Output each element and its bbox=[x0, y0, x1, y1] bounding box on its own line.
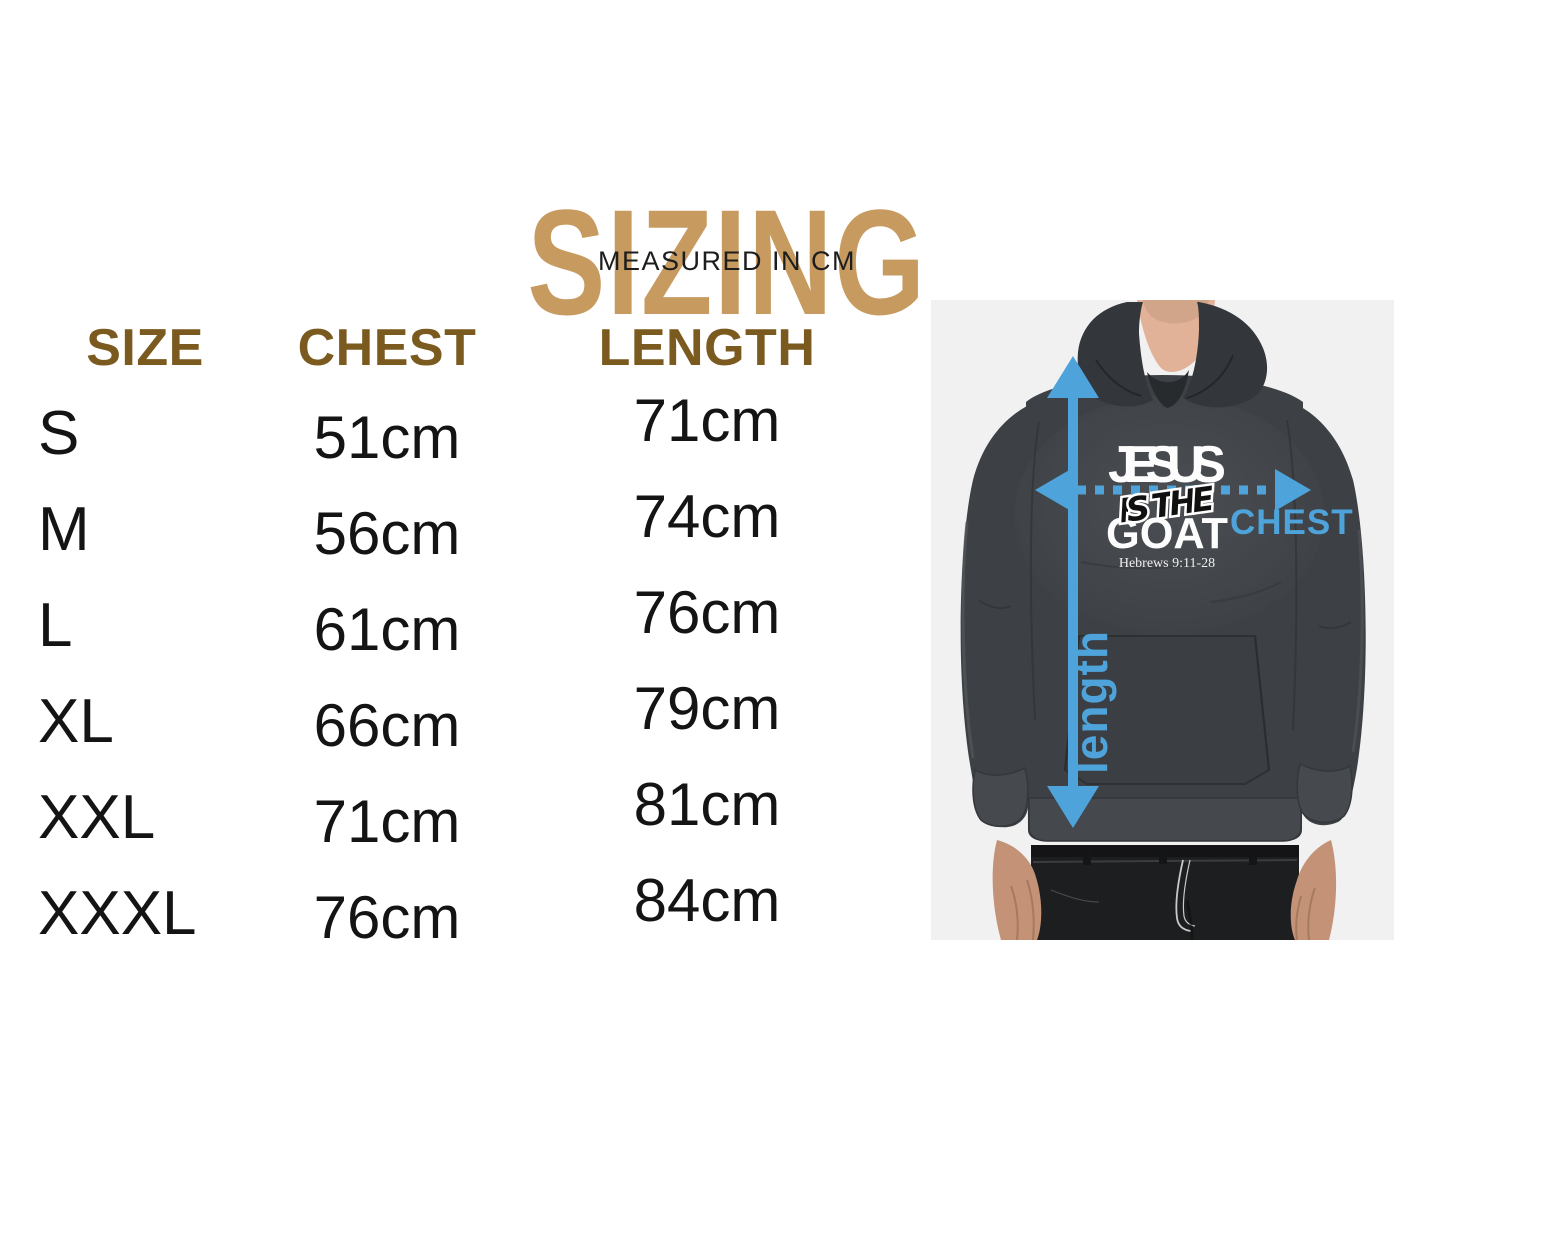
chest-cell: 71cm bbox=[313, 787, 461, 855]
column-header-length: LENGTH bbox=[598, 319, 816, 377]
chest-arrow-icon bbox=[1035, 469, 1311, 511]
right-hand bbox=[1290, 840, 1337, 940]
size-cell: M bbox=[38, 494, 90, 564]
left-hand bbox=[992, 840, 1042, 940]
length-label: length bbox=[1065, 630, 1117, 774]
size-table: S 51cm 71cm M 56cm 74cm L 61cm 76cm XL 6… bbox=[38, 385, 892, 961]
product-photo: JESUS GOAT Hebrews 9:11-28 IS THE CHEST … bbox=[931, 300, 1394, 940]
table-row: L 61cm 76cm bbox=[38, 577, 892, 673]
size-cell: XXXL bbox=[38, 878, 197, 948]
size-cell: S bbox=[38, 398, 80, 468]
length-cell: 76cm bbox=[633, 578, 781, 646]
model-neck bbox=[1137, 300, 1215, 372]
shirt-print-line3: GOAT bbox=[1106, 509, 1228, 558]
shirt-print-line1: JESUS bbox=[1108, 436, 1226, 494]
chest-cell: 56cm bbox=[313, 499, 461, 567]
length-cell: 79cm bbox=[633, 674, 781, 742]
column-header-chest: CHEST bbox=[297, 319, 477, 377]
length-cell: 74cm bbox=[633, 482, 781, 550]
length-cell: 71cm bbox=[633, 386, 781, 454]
chest-cell: 51cm bbox=[313, 403, 461, 471]
size-cell: XL bbox=[38, 686, 114, 756]
right-cuff bbox=[1296, 762, 1353, 824]
column-header-size: SIZE bbox=[86, 319, 204, 377]
table-row: M 56cm 74cm bbox=[38, 481, 892, 577]
hem-band bbox=[1028, 797, 1302, 842]
length-cell: 81cm bbox=[633, 770, 781, 838]
chest-cell: 66cm bbox=[313, 691, 461, 759]
chest-cell: 76cm bbox=[313, 883, 461, 951]
length-cell: 84cm bbox=[633, 866, 781, 934]
table-row: XL 66cm 79cm bbox=[38, 673, 892, 769]
page-title: SIZING bbox=[0, 187, 1454, 337]
size-cell: L bbox=[38, 590, 73, 660]
hoodie-measurement-illustration: JESUS GOAT Hebrews 9:11-28 IS THE CHEST … bbox=[931, 300, 1394, 940]
hood bbox=[1077, 302, 1268, 408]
table-row: S 51cm 71cm bbox=[38, 385, 892, 481]
page-title-text: SIZING bbox=[527, 177, 927, 346]
page-subtitle: MEASURED IN CM bbox=[597, 246, 856, 276]
shirt-print-line4: Hebrews 9:11-28 bbox=[1119, 556, 1215, 571]
jeans bbox=[1031, 845, 1299, 940]
table-row: XXXL 76cm 84cm bbox=[38, 865, 892, 961]
chest-label: CHEST bbox=[1230, 503, 1354, 542]
chest-cell: 61cm bbox=[313, 595, 461, 663]
size-table-header: SIZE CHEST LENGTH bbox=[38, 318, 892, 378]
left-cuff bbox=[972, 766, 1029, 828]
length-arrow-icon bbox=[1047, 356, 1099, 828]
table-row: XXL 71cm 81cm bbox=[38, 769, 892, 865]
size-cell: XXL bbox=[38, 782, 156, 852]
